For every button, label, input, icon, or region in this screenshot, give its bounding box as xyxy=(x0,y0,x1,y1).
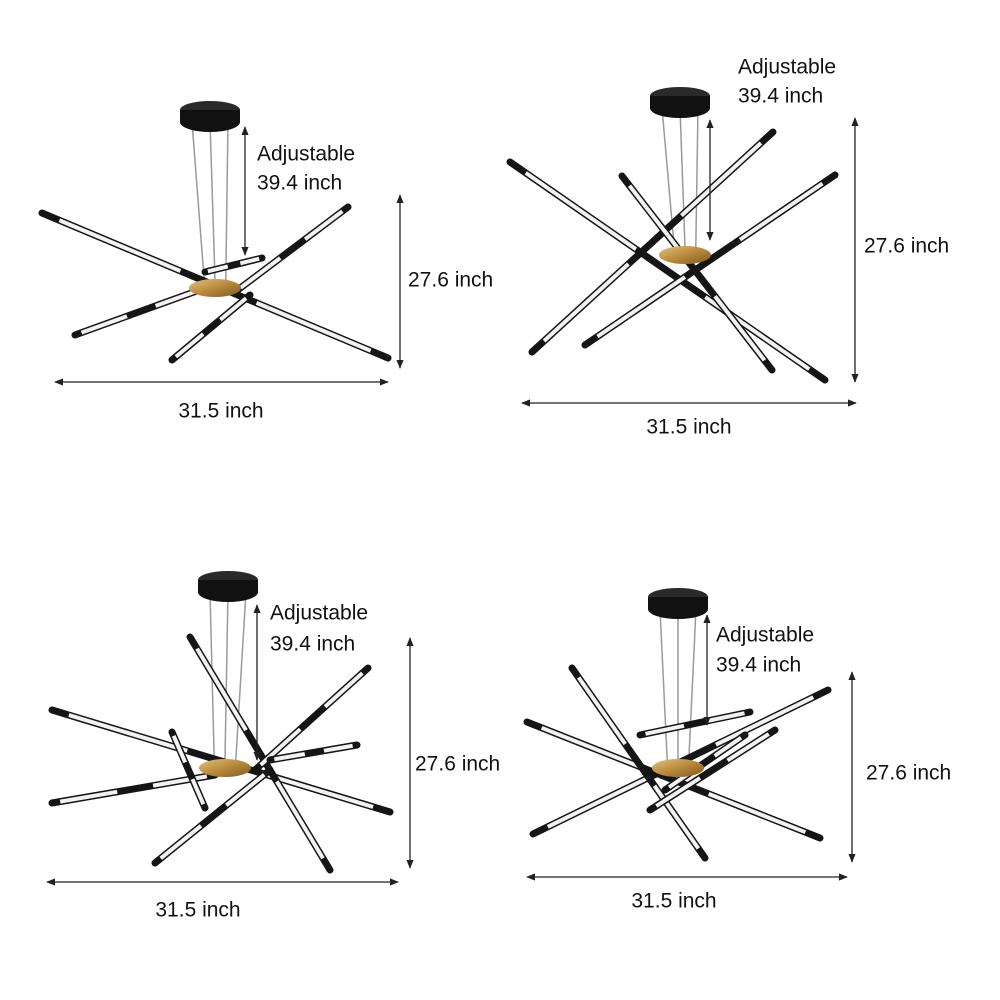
light-tube xyxy=(225,773,266,807)
suspension-rod xyxy=(191,121,205,281)
width-label: 31.5 inch xyxy=(631,890,716,913)
suspension-rod xyxy=(224,591,229,761)
light-tube xyxy=(715,695,815,747)
suspension-rod xyxy=(659,608,668,761)
light-tube xyxy=(154,288,200,308)
adjustable-value: 39.4 inch xyxy=(257,172,342,195)
light-tube xyxy=(540,725,645,771)
light-tube xyxy=(323,671,364,709)
adjustable-label: Adjustable xyxy=(270,602,368,625)
light-tube xyxy=(195,647,248,732)
light-tube xyxy=(738,181,824,242)
light-tube xyxy=(59,789,118,804)
canopy xyxy=(180,110,240,132)
light-tube xyxy=(274,752,306,762)
height-label: 27.6 inch xyxy=(864,235,949,258)
light-tube xyxy=(159,824,203,860)
suspension-rod xyxy=(209,121,216,281)
light-tube xyxy=(152,774,208,788)
hub xyxy=(652,759,704,777)
light-tube xyxy=(707,711,745,723)
suspension-rod xyxy=(679,107,686,248)
light-tube xyxy=(68,713,188,753)
canopy xyxy=(648,597,708,619)
light-tube xyxy=(713,736,743,758)
adjustable-label: Adjustable xyxy=(738,56,836,79)
light-tube xyxy=(655,776,702,808)
adjustable-label: Adjustable xyxy=(257,143,355,166)
light-tube xyxy=(707,792,807,835)
light-tube xyxy=(652,784,700,850)
width-label: 31.5 inch xyxy=(646,416,731,439)
hub xyxy=(199,759,251,777)
light-tube xyxy=(239,256,260,266)
light-tube xyxy=(260,771,374,809)
light-tube xyxy=(323,743,353,753)
adjustable-value: 39.4 inch xyxy=(738,85,823,108)
light-tube xyxy=(577,676,627,746)
height-label: 27.6 inch xyxy=(408,269,493,292)
light-tube xyxy=(80,314,128,335)
hub xyxy=(659,246,711,264)
width-label: 31.5 inch xyxy=(155,899,240,922)
light-tube xyxy=(207,264,229,274)
suspension-rod xyxy=(688,608,697,761)
suspension-rod xyxy=(235,591,247,761)
light-tube xyxy=(524,171,638,251)
light-tube xyxy=(542,262,630,343)
light-tube xyxy=(713,295,767,362)
height-label: 27.6 inch xyxy=(866,762,951,785)
suspension-rod xyxy=(695,107,699,248)
chandelier-art xyxy=(38,87,839,874)
light-tube xyxy=(190,778,206,805)
suspension-rod xyxy=(225,121,229,281)
light-tube xyxy=(596,275,687,339)
light-tube xyxy=(174,332,205,359)
height-label: 27.6 inch xyxy=(415,753,500,776)
light-tube xyxy=(275,780,325,860)
canopy xyxy=(198,580,258,602)
light-tube xyxy=(645,723,685,736)
light-tube xyxy=(219,296,248,322)
light-tube xyxy=(680,141,763,218)
light-tube xyxy=(171,735,188,764)
canopy xyxy=(650,96,710,118)
light-tube xyxy=(627,184,684,255)
light-tube xyxy=(58,218,182,273)
light-tube xyxy=(546,774,652,829)
light-tube xyxy=(303,209,344,241)
light-tube xyxy=(255,301,372,353)
width-label: 31.5 inch xyxy=(178,400,263,423)
adjustable-label: Adjustable xyxy=(716,624,814,647)
light-tube xyxy=(726,732,770,763)
hub xyxy=(189,279,241,297)
light-tube xyxy=(239,256,282,290)
adjustable-value: 39.4 inch xyxy=(270,633,355,656)
adjustable-value: 39.4 inch xyxy=(716,654,801,677)
